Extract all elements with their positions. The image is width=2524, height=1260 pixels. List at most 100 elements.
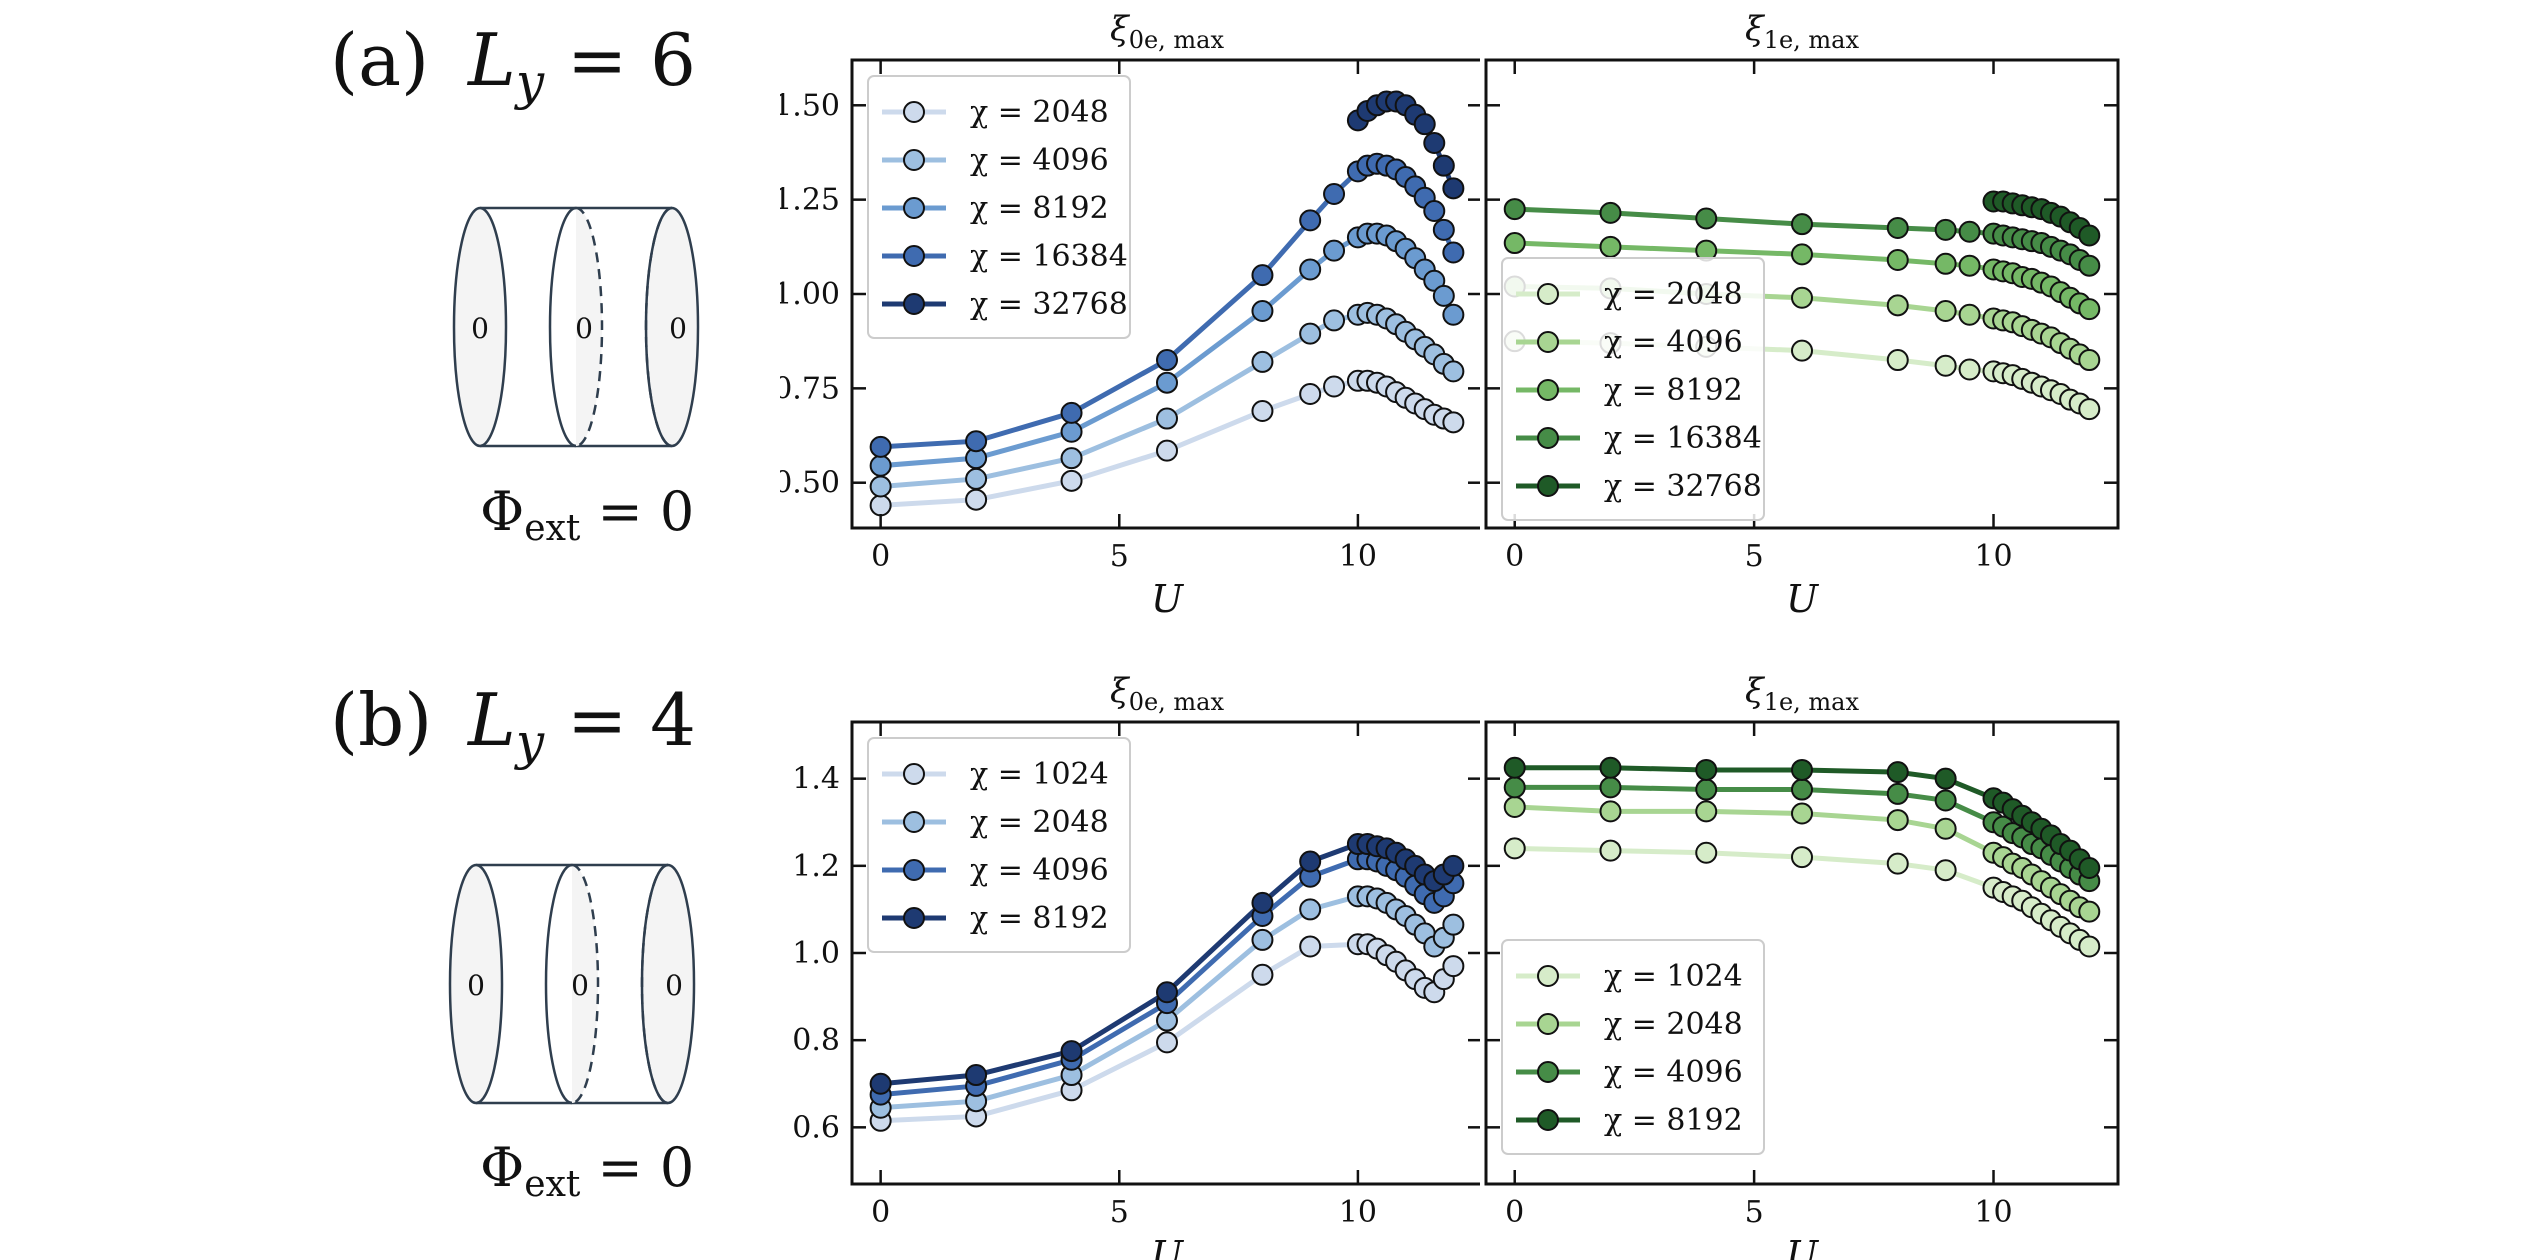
data-point <box>1791 286 1813 309</box>
data-point <box>1503 837 1526 860</box>
legend-box <box>1501 939 1765 1155</box>
data-point <box>1934 817 1957 840</box>
legend-marker <box>1537 1109 1559 1131</box>
ring-label: 0 <box>665 969 683 1002</box>
x-tick-label: 10 <box>1339 539 1377 574</box>
data-point <box>1423 199 1446 222</box>
ring-middle-dashed <box>571 863 600 1105</box>
data-point <box>1886 761 1909 784</box>
x-tick-label: 5 <box>1745 539 1764 574</box>
x-axis-label: U <box>1786 577 1820 621</box>
flux-symbol: Φ <box>480 480 525 543</box>
y-tick-label: 1.0 <box>792 936 840 971</box>
data-point <box>869 475 892 498</box>
y-tick-label: 0.6 <box>792 1110 840 1145</box>
data-point <box>1958 254 1981 277</box>
legend-label: χ = 1024 <box>1604 959 1743 994</box>
data-point <box>1299 209 1322 232</box>
data-point <box>869 454 892 477</box>
data-point <box>1503 756 1526 779</box>
legend-marker <box>1537 379 1559 401</box>
legend: χ = 2048 χ = 4096 χ = 8192 χ = 16384 χ = 327… <box>1501 257 1765 521</box>
legend-marker <box>903 811 925 833</box>
ring-middle <box>544 863 573 1105</box>
data-point <box>1299 898 1322 921</box>
data-point <box>1323 182 1346 205</box>
ly-label-b: Ly = 4 <box>468 678 696 771</box>
data-point <box>1791 758 1813 781</box>
data-point <box>1156 1031 1178 1054</box>
legend-label: χ = 8192 <box>970 191 1109 226</box>
data-point <box>1060 420 1083 443</box>
legend-label: χ = 2048 <box>1604 1007 1743 1042</box>
chart-title-sub: 1e, max <box>1764 26 1860 54</box>
data-point <box>1323 375 1346 398</box>
x-tick-label: 0 <box>1505 539 1524 574</box>
y-tick-label: 1.2 <box>792 849 840 884</box>
y-tick-label: 1.50 <box>780 88 840 123</box>
legend-label: χ = 4096 <box>1604 1055 1743 1090</box>
legend-label: χ = 8192 <box>970 901 1109 936</box>
data-point <box>1791 339 1813 362</box>
data-point <box>1934 299 1957 322</box>
data-point <box>1886 294 1909 317</box>
data-point <box>1156 349 1178 372</box>
legend-label: χ = 2048 <box>970 95 1109 130</box>
legend-marker <box>1537 1061 1559 1083</box>
legend-marker <box>1537 427 1559 449</box>
y-tick-label: 1.25 <box>780 183 840 218</box>
data-point <box>1251 299 1274 322</box>
data-point <box>1958 358 1981 381</box>
data-point <box>1503 198 1526 221</box>
data-point <box>869 1072 892 1095</box>
data-point <box>1934 859 1957 882</box>
legend-label: χ = 2048 <box>970 805 1109 840</box>
y-tick-label: 1.00 <box>780 277 840 312</box>
legend-label: χ = 4096 <box>970 853 1109 888</box>
data-point <box>1599 201 1622 224</box>
legend-label: χ = 2048 <box>1604 277 1743 312</box>
y-tick-label: 0.50 <box>780 466 840 501</box>
ly-value: = 4 <box>544 678 696 762</box>
legend-marker <box>903 149 925 171</box>
data-point <box>2078 349 2101 372</box>
data-point <box>1060 469 1083 492</box>
data-point <box>965 488 988 511</box>
ly-symbol: L <box>468 18 516 102</box>
data-point <box>1934 354 1957 377</box>
ring-middle-dashed <box>575 206 604 448</box>
y-tick-label: 0.8 <box>792 1023 840 1058</box>
data-point <box>965 430 988 453</box>
data-point <box>1442 913 1465 936</box>
data-point <box>1695 800 1718 823</box>
chart-title-sub: 0e, max <box>1129 26 1225 54</box>
ring-label: 0 <box>467 969 485 1002</box>
legend-label: χ = 32768 <box>970 287 1128 322</box>
x-tick-label: 0 <box>1505 1195 1524 1230</box>
chart-title-sub: 0e, max <box>1129 688 1225 716</box>
data-point <box>1934 252 1957 275</box>
panel-tag-b: (b) <box>330 678 433 762</box>
x-tick-label: 5 <box>1110 1195 1129 1230</box>
legend-label: χ = 8192 <box>1604 1103 1743 1138</box>
x-axis-label: U <box>1786 1233 1820 1260</box>
data-point <box>869 494 892 517</box>
ring-middle <box>548 206 577 448</box>
data-point <box>1251 891 1274 914</box>
data-point <box>1886 782 1909 805</box>
data-point <box>1791 802 1813 825</box>
chart-title-main: ξ <box>1745 671 1766 711</box>
legend-marker <box>903 101 925 123</box>
data-point <box>1791 243 1813 266</box>
legend-label: χ = 16384 <box>1604 421 1762 456</box>
data-point <box>965 467 988 490</box>
legend-marker <box>1537 283 1559 305</box>
data-point <box>1432 284 1455 307</box>
data-point <box>1442 303 1465 326</box>
legend: χ = 1024 χ = 2048 χ = 4096 χ = 8192 <box>1501 939 1765 1155</box>
data-point <box>1599 776 1622 799</box>
legend-marker <box>903 907 925 929</box>
x-axis-label: U <box>1151 1233 1185 1260</box>
